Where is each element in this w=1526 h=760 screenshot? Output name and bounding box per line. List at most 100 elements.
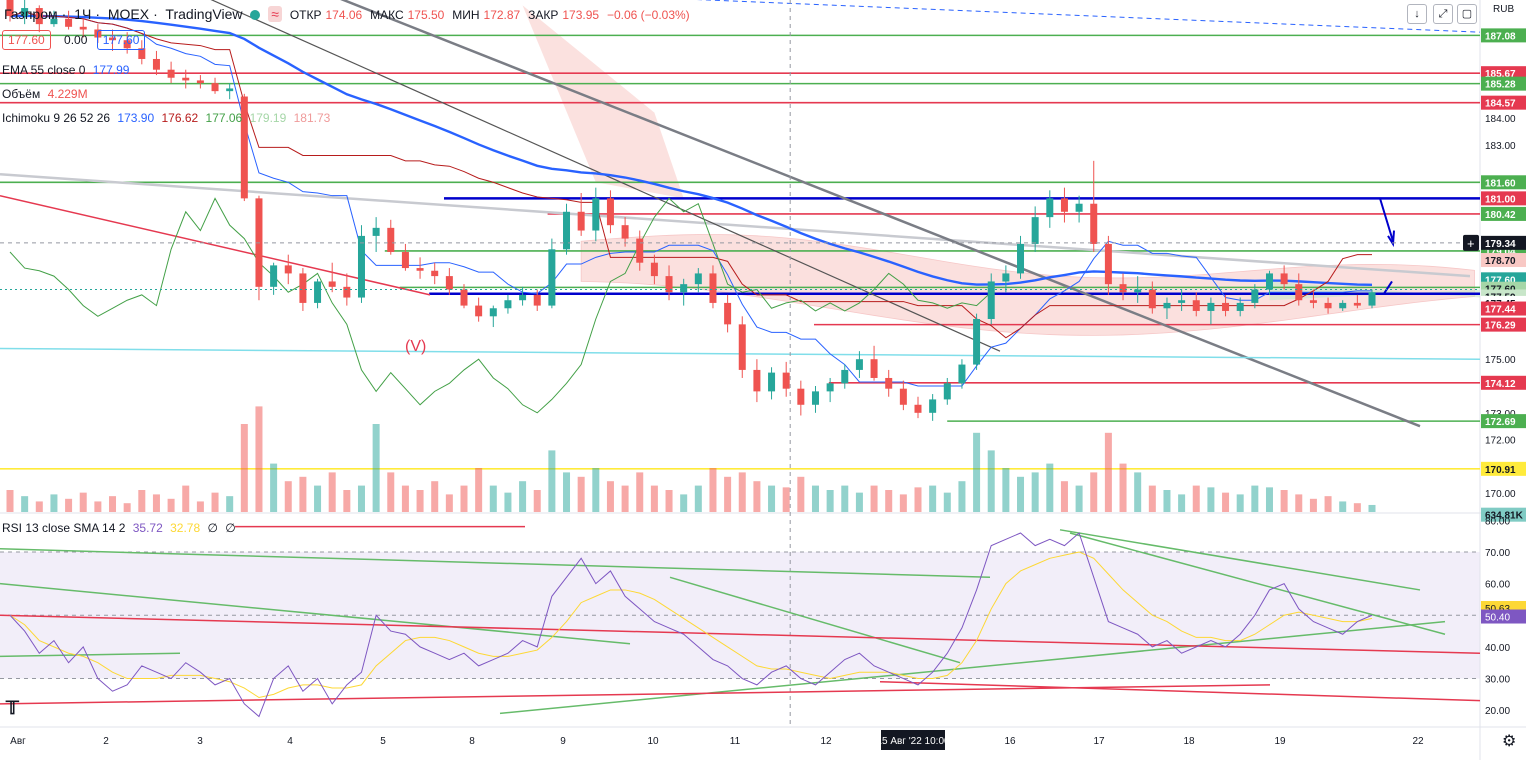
price-axis-label-187.08: 187.08 — [1481, 28, 1526, 43]
price-axis-label-text: 170.91 — [1485, 465, 1516, 476]
price-axis-label-bg — [1481, 375, 1526, 390]
volume-bar — [167, 498, 175, 512]
price-axis-label-170.91: 170.91 — [1481, 461, 1526, 476]
candle-body — [6, 0, 14, 17]
time-axis-label: 18 — [1183, 736, 1195, 747]
status-dot — [250, 10, 261, 21]
candle-body — [240, 96, 248, 199]
ohlc-open: 174.06 — [325, 8, 363, 22]
price-axis-label-170.00: 170.00 — [1485, 489, 1516, 500]
ohlc-low: 172.87 — [483, 8, 521, 22]
volume-bar — [226, 496, 234, 512]
candle-body — [943, 383, 951, 400]
candle-body — [621, 225, 629, 239]
rsi-axis-label: 30.00 — [1485, 675, 1510, 686]
candle-body — [489, 308, 497, 317]
scroll-down-icon[interactable]: ↓ — [1407, 4, 1427, 24]
volume-bar — [1251, 485, 1259, 512]
rsi-legend[interactable]: RSI 13 close SMA 14 2 35.72 32.78 ∅ ∅ — [2, 521, 240, 535]
lagging-span-line — [9, 197, 992, 414]
price-axis-label-text: 172.69 — [1485, 417, 1516, 428]
volume-bar — [21, 496, 29, 512]
price-axis-label-text: 184.57 — [1485, 99, 1516, 110]
time-axis-label: 17 — [1093, 736, 1105, 747]
candle-body — [387, 227, 395, 252]
price-axis-label-180.42: 180.42 — [1481, 206, 1526, 221]
spread-value: 0.00 — [64, 33, 88, 47]
price-axis-label-172.00: 172.00 — [1485, 436, 1516, 447]
kijun-line — [9, 11, 1372, 339]
rsi-trendline — [0, 548, 991, 579]
volume-bar — [987, 450, 995, 512]
volume-bar — [1265, 487, 1273, 512]
volume-bar — [343, 490, 351, 512]
settings-gear-icon[interactable]: ⚙ — [1502, 731, 1516, 750]
sell-price-box[interactable]: 177.60 — [2, 30, 51, 50]
volume-bar — [943, 492, 951, 512]
rsi-trendline — [499, 620, 1446, 715]
volume-bar — [929, 485, 937, 512]
ichimoku-tenkan: 173.90 — [117, 111, 155, 125]
rsi-trendline — [0, 582, 631, 645]
candle-body — [753, 369, 761, 392]
candle-body — [650, 262, 658, 277]
fullscreen-icon[interactable]: ⤢ — [1433, 4, 1453, 24]
candle-body — [1163, 302, 1171, 309]
price-axis-label-text: 179.34 — [1485, 239, 1516, 250]
buy-price-box[interactable]: 177.60 — [96, 30, 146, 50]
volume-bar — [196, 501, 204, 512]
crosshair-plus-button — [1463, 234, 1479, 251]
price-axis-label-text: 175.00 — [1485, 355, 1516, 366]
ema-legend[interactable]: EMA 55 close 0 177.99 — [2, 63, 133, 77]
volume-bar — [768, 485, 776, 512]
candle-body — [79, 26, 87, 30]
maximize-icon[interactable]: ▢ — [1457, 4, 1477, 24]
interval-label[interactable]: 1Ч — [74, 6, 92, 22]
ichimoku-label: Ichimoku 9 26 52 26 — [2, 111, 111, 125]
price-axis-label-184.00: 184.00 — [1485, 114, 1516, 125]
price-axis-label-181.00: 181.00 — [1481, 191, 1526, 206]
volume-bar — [606, 481, 614, 512]
volume-bar — [1309, 498, 1317, 512]
price-axis-label-bg — [1481, 461, 1526, 476]
candle-body — [504, 300, 512, 309]
volume-bar — [504, 492, 512, 512]
price-axis-label-178.70: 178.70 — [1481, 253, 1526, 268]
volume-bar — [738, 472, 746, 512]
crosshair-plus-icon[interactable]: + — [1467, 236, 1475, 251]
price-axis-label-634.81K: 634.81K — [1481, 507, 1526, 522]
volume-bar — [489, 485, 497, 512]
time-axis-label: 22 — [1412, 736, 1424, 747]
candle-body — [226, 88, 234, 92]
price-axis-label-bg — [1481, 317, 1526, 332]
candle-body — [270, 265, 278, 287]
wave-icon[interactable]: ≈ — [268, 6, 282, 22]
candle-body — [1090, 203, 1098, 244]
volume-bar — [328, 472, 336, 512]
volume-bar — [797, 476, 805, 512]
crosshair-time-label: 15 Авг '22 10:00 — [876, 736, 950, 747]
volume-legend[interactable]: Объём 4.229M — [2, 87, 92, 101]
time-axis-label: 9 — [560, 736, 566, 747]
volume-bar — [650, 485, 658, 512]
volume-bar — [1368, 504, 1376, 512]
candle-body — [1236, 302, 1244, 311]
volume-bar — [138, 490, 146, 512]
candle-body — [416, 268, 424, 271]
rsi-trendline — [1059, 529, 1421, 591]
symbol-name[interactable]: Газпром — [4, 6, 58, 22]
ohlc-high: 175.50 — [407, 8, 445, 22]
candle-body — [357, 235, 365, 298]
volume-bar — [680, 494, 688, 512]
volume-bar — [1353, 503, 1361, 512]
candle-body — [431, 270, 439, 277]
price-axis-label-bg — [1481, 175, 1526, 190]
candle-body — [855, 359, 863, 370]
currency-label[interactable]: RUB — [1493, 4, 1515, 15]
volume-bar — [753, 481, 761, 512]
ichimoku-legend[interactable]: Ichimoku 9 26 52 26 173.90 176.62 177.06… — [2, 111, 334, 125]
volume-bar — [182, 485, 190, 512]
candle-body — [1148, 289, 1156, 309]
candle-body — [1295, 284, 1303, 301]
